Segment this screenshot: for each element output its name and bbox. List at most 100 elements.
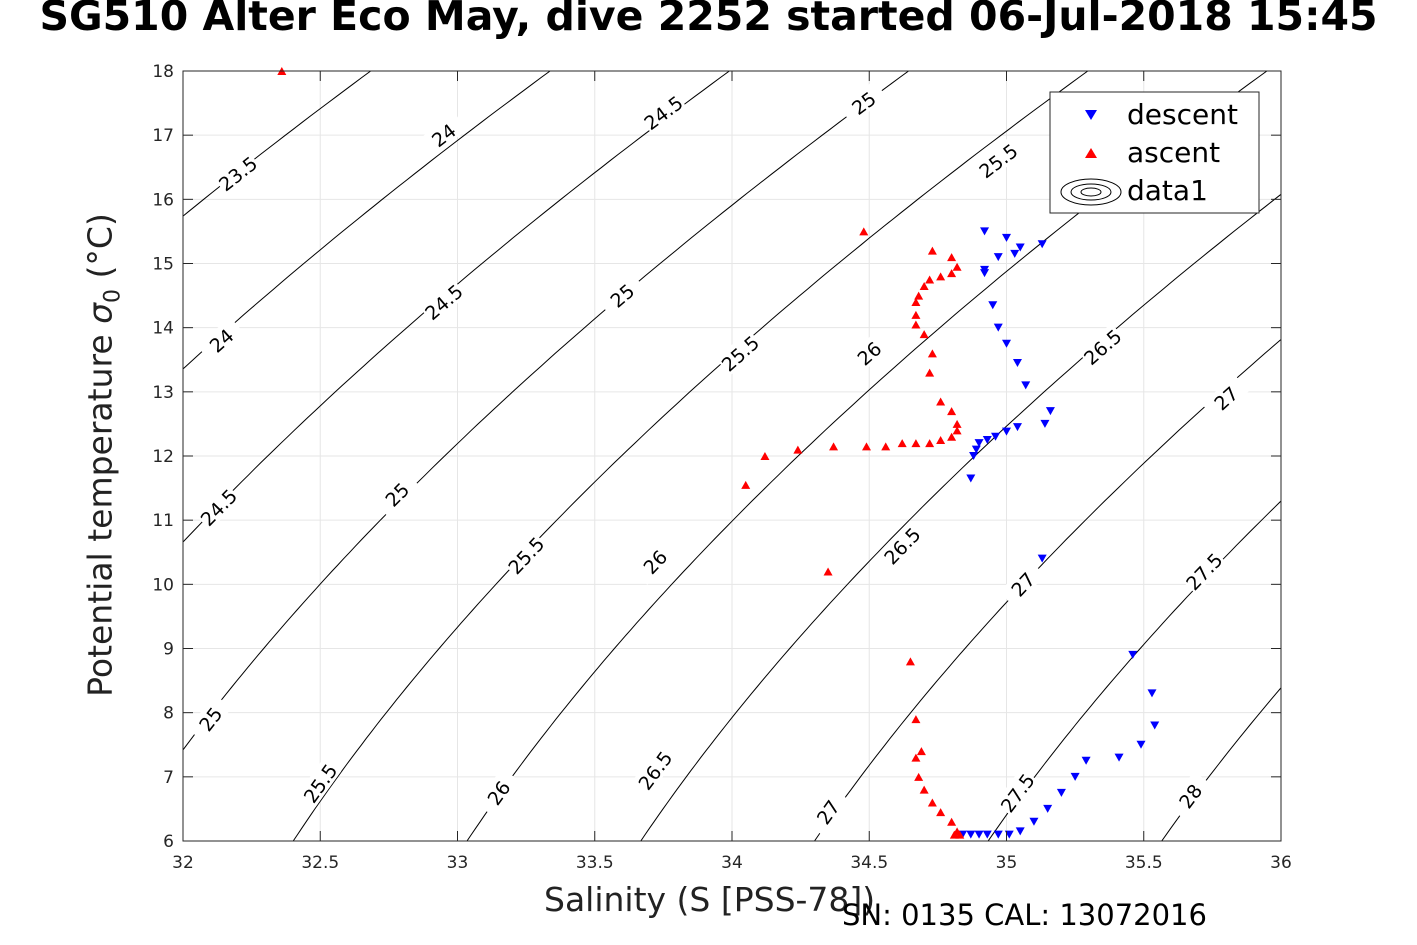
ascent-point xyxy=(952,426,962,435)
descent-point xyxy=(982,435,992,444)
contour-label: 25 xyxy=(597,272,646,318)
y-tick-label: 15 xyxy=(152,255,174,275)
contour-label-bg xyxy=(419,112,468,157)
contour-label-bg xyxy=(194,483,242,531)
contour-label-bg xyxy=(597,272,646,318)
contour-label-text: 24.5 xyxy=(197,485,242,531)
contour-label-bg xyxy=(373,470,420,518)
contour-label-text: 24.5 xyxy=(421,281,467,325)
contour-label: 27 xyxy=(1201,374,1250,421)
descent-point xyxy=(993,830,1003,839)
ascent-point xyxy=(927,798,937,807)
ascent-point xyxy=(947,253,957,262)
descent-point xyxy=(1043,804,1053,813)
descent-point xyxy=(993,323,1003,332)
ascent-point xyxy=(859,227,869,236)
descent-point xyxy=(966,830,976,839)
ascent-point xyxy=(947,432,957,441)
ascent-point xyxy=(936,808,946,817)
contour-line xyxy=(292,71,1089,841)
ascent-point xyxy=(936,435,946,444)
y-tick-label: 12 xyxy=(152,447,174,467)
contour-label-bg xyxy=(187,694,232,743)
x-axis-ticks: 32 32.5 33 33.5 34 34.5 35 35.5 36 xyxy=(172,71,1292,873)
descent-point xyxy=(993,253,1003,262)
y-tick-label: 13 xyxy=(152,383,174,403)
contour-label: 24.5 xyxy=(638,89,687,135)
x-tick-label: 36 xyxy=(1270,853,1292,873)
descent-point xyxy=(1150,721,1160,730)
ascent-point xyxy=(927,349,937,358)
descent-point xyxy=(1021,381,1031,390)
contour-line xyxy=(183,71,371,217)
contour-label-bg xyxy=(1167,771,1212,820)
contour-label-bg xyxy=(631,537,678,585)
contour-label-text: 26.5 xyxy=(880,524,925,570)
descent-point xyxy=(1015,243,1025,252)
contour-label-bg xyxy=(197,316,245,363)
descent-point xyxy=(1029,817,1039,826)
ascent-point xyxy=(911,715,921,724)
descent-point xyxy=(1070,772,1080,781)
ascent-point xyxy=(911,298,921,306)
contour-label-bg xyxy=(1201,374,1250,421)
ascent-point xyxy=(741,480,751,489)
contour-label: 27.5 xyxy=(994,768,1040,817)
ascent-point xyxy=(911,439,921,448)
y-tick-label: 17 xyxy=(152,126,174,146)
contour-label-bg xyxy=(419,278,467,324)
ascent-point xyxy=(760,452,770,460)
contour-label-text: 25.5 xyxy=(718,332,764,376)
descent-point xyxy=(969,452,979,460)
legend-marker-contour xyxy=(1060,178,1122,206)
contour-label: 25.5 xyxy=(502,531,549,579)
descent-point xyxy=(1037,554,1047,563)
contour-label: 24.5 xyxy=(419,278,468,325)
descent-point xyxy=(974,439,984,448)
contour-label-text: 26.5 xyxy=(1080,325,1126,369)
ascent-point xyxy=(911,753,921,762)
contour-label: 25 xyxy=(373,470,420,518)
ascent-point xyxy=(936,272,946,281)
contour-label: 27.5 xyxy=(1180,547,1227,595)
contour-label: 26.5 xyxy=(878,521,926,570)
contour-label-bg xyxy=(1078,323,1126,369)
legend-label-data1: data1 xyxy=(1127,174,1208,207)
descent-point xyxy=(1002,233,1011,242)
descent-point xyxy=(1012,423,1022,432)
ascent-point xyxy=(947,407,957,416)
descent-point xyxy=(1114,753,1124,762)
descent-point xyxy=(991,432,1001,441)
ascent-point xyxy=(952,419,962,428)
y-tick-label: 9 xyxy=(163,640,174,660)
contour-line xyxy=(1161,687,1281,841)
descent-point xyxy=(1015,827,1025,836)
x-tick-label: 33.5 xyxy=(576,853,614,873)
contour-label-bg xyxy=(715,329,764,376)
ascent-point xyxy=(925,368,935,377)
y-axis-ticks: 6 7 8 9 10 11 12 13 14 15 16 17 18 xyxy=(152,62,1281,852)
descent-point xyxy=(1010,249,1020,258)
ascent-point xyxy=(905,657,915,666)
ascent-point xyxy=(919,281,929,290)
ascent-point xyxy=(947,269,957,278)
contour-label: 27 xyxy=(805,787,849,836)
contour-label-bg xyxy=(838,80,888,125)
legend-label-descent: descent xyxy=(1127,98,1238,131)
ascent-point xyxy=(936,397,946,406)
descent-point xyxy=(966,474,976,483)
descent-point xyxy=(1128,650,1138,659)
contour-label-bg xyxy=(502,531,549,579)
y-tick-label: 11 xyxy=(152,511,174,531)
legend-marker-ascent xyxy=(1085,148,1097,158)
x-tick-label: 35.5 xyxy=(1125,853,1163,873)
contour-label-bg xyxy=(999,560,1046,608)
ascent-point xyxy=(881,442,891,451)
contour-label-bg xyxy=(805,787,849,836)
x-tick-label: 34 xyxy=(721,853,743,873)
ascent-point xyxy=(952,262,962,271)
contour-label: 25 xyxy=(838,80,888,125)
contour-label: 23.5 xyxy=(213,150,262,196)
legend-box xyxy=(1049,91,1260,214)
